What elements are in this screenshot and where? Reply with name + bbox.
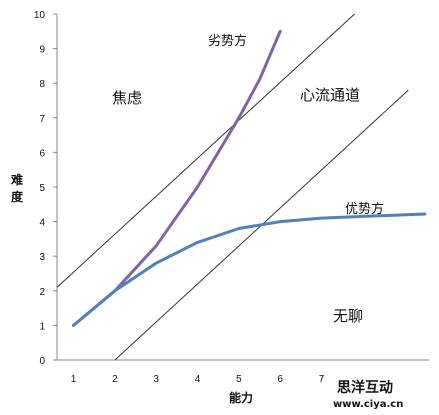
y-tick-label: 3 — [39, 252, 45, 263]
y-axis-title-char-1: 难 — [10, 172, 23, 187]
brand-name: 思洋互动 — [337, 379, 393, 396]
y-tick-label: 5 — [39, 183, 45, 194]
y-tick-label: 7 — [39, 114, 45, 125]
y-tick-label: 8 — [39, 79, 45, 90]
brand-url: www.ciya.cn — [333, 399, 403, 410]
x-tick-label: 6 — [277, 374, 283, 385]
y-tick-label: 4 — [39, 218, 45, 229]
x-tick-label: 3 — [153, 374, 159, 385]
series-label-disadvantaged: 劣势方 — [208, 33, 247, 49]
y-tick-label: 2 — [39, 287, 45, 298]
region-label-flow-channel: 心流通道 — [300, 86, 360, 104]
series-label-advantaged: 优势方 — [345, 201, 384, 217]
x-axis-title: 能力 — [229, 390, 253, 405]
region-label-boredom: 无聊 — [333, 307, 363, 325]
x-tick-label: 2 — [112, 374, 118, 385]
x-tick-label: 4 — [195, 374, 201, 385]
flow-channel-boundary-line — [56, 13, 355, 288]
y-tick-label: 6 — [39, 148, 45, 159]
y-axis-title-char-2: 度 — [11, 189, 24, 204]
x-tick-label: 5 — [236, 374, 242, 385]
x-tick-label: 7 — [319, 374, 325, 385]
y-tick-label: 10 — [34, 10, 46, 21]
y-tick-label: 1 — [39, 321, 45, 332]
series-line-advantaged — [72, 212, 427, 327]
x-tick-label: 1 — [71, 374, 77, 385]
y-tick-label: 0 — [39, 356, 45, 367]
series-line-disadvantaged — [72, 29, 282, 327]
region-label-anxiety: 焦虑 — [112, 89, 142, 107]
y-tick-label: 9 — [39, 45, 45, 56]
